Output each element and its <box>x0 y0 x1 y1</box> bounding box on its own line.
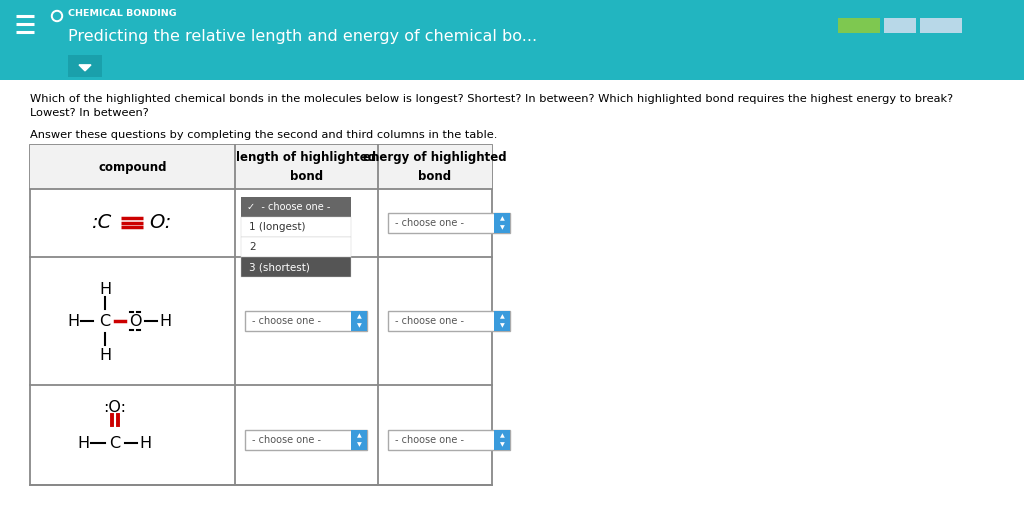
Circle shape <box>53 12 60 19</box>
Text: Lowest? In between?: Lowest? In between? <box>30 108 148 118</box>
Text: ▲: ▲ <box>500 314 505 319</box>
Text: CHEMICAL BONDING: CHEMICAL BONDING <box>68 10 176 18</box>
Text: O:: O: <box>150 214 172 233</box>
Text: ▲: ▲ <box>500 433 505 438</box>
Text: 3 (shortest): 3 (shortest) <box>249 262 310 272</box>
Text: O: O <box>129 314 141 329</box>
Text: ▲: ▲ <box>500 216 505 221</box>
Text: ▼: ▼ <box>500 323 505 328</box>
Polygon shape <box>79 65 91 71</box>
Text: ✓  - choose one -: ✓ - choose one - <box>247 202 331 212</box>
Bar <box>241 237 351 257</box>
Bar <box>838 18 880 33</box>
Text: Predicting the relative length and energy of chemical bo...: Predicting the relative length and energ… <box>68 29 538 43</box>
Bar <box>388 430 510 450</box>
Bar <box>0 0 1024 80</box>
Bar <box>494 213 510 233</box>
Text: H: H <box>99 282 111 296</box>
Text: H: H <box>139 435 152 451</box>
Text: H: H <box>99 347 111 362</box>
Bar <box>241 197 351 217</box>
Bar <box>245 430 367 450</box>
Bar <box>68 55 102 77</box>
Bar <box>351 311 367 331</box>
Bar <box>30 145 492 485</box>
Text: C: C <box>99 314 111 329</box>
Text: energy of highlighted
bond: energy of highlighted bond <box>364 151 507 182</box>
Bar <box>494 311 510 331</box>
Bar <box>351 430 367 450</box>
Text: Which of the highlighted chemical bonds in the molecules below is longest? Short: Which of the highlighted chemical bonds … <box>30 94 953 104</box>
Text: - choose one -: - choose one - <box>252 316 321 326</box>
Bar <box>30 145 492 189</box>
Text: Answer these questions by completing the second and third columns in the table.: Answer these questions by completing the… <box>30 130 498 140</box>
Text: ▲: ▲ <box>356 433 361 438</box>
Text: ▼: ▼ <box>500 225 505 230</box>
Text: compound: compound <box>98 160 167 174</box>
Bar <box>494 430 510 450</box>
Text: H: H <box>67 314 79 329</box>
Text: H: H <box>159 314 171 329</box>
Text: 1 (longest): 1 (longest) <box>249 222 305 232</box>
Circle shape <box>51 11 62 21</box>
Text: length of highlighted
bond: length of highlighted bond <box>237 151 377 182</box>
Bar <box>388 311 510 331</box>
Bar <box>884 18 916 33</box>
Text: - choose one -: - choose one - <box>252 435 321 445</box>
Text: - choose one -: - choose one - <box>395 435 464 445</box>
Bar <box>241 217 351 237</box>
Bar <box>241 257 351 277</box>
Text: H: H <box>77 435 89 451</box>
Bar <box>245 311 367 331</box>
Text: ▼: ▼ <box>356 442 361 447</box>
Text: - choose one -: - choose one - <box>395 316 464 326</box>
Text: 2: 2 <box>249 242 256 252</box>
Text: - choose one -: - choose one - <box>395 218 464 228</box>
Text: ▼: ▼ <box>500 442 505 447</box>
Text: C: C <box>110 435 121 451</box>
Text: :O:: :O: <box>103 400 127 414</box>
Bar <box>388 213 510 233</box>
Bar <box>920 18 962 33</box>
Text: ▼: ▼ <box>356 323 361 328</box>
Text: ▲: ▲ <box>356 314 361 319</box>
Text: :C: :C <box>92 214 113 233</box>
